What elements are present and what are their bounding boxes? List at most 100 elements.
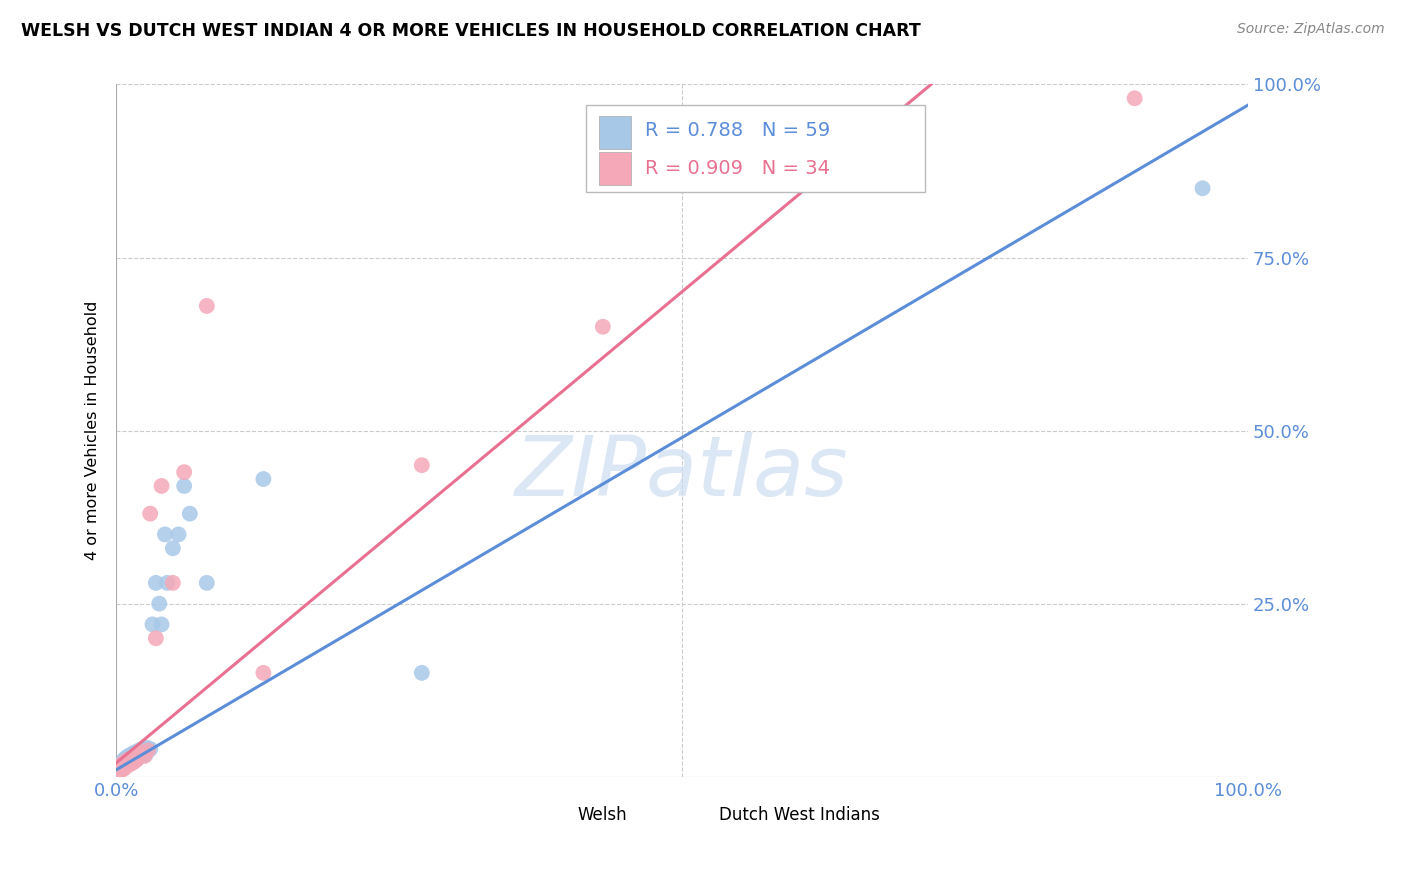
Point	[131, 742, 153, 756]
Point	[114, 759, 136, 773]
Point	[129, 746, 152, 760]
Point	[141, 617, 163, 632]
Point	[108, 764, 131, 779]
Point	[195, 575, 218, 590]
FancyBboxPatch shape	[534, 802, 569, 830]
FancyBboxPatch shape	[599, 116, 631, 149]
Point	[592, 319, 614, 334]
FancyBboxPatch shape	[676, 802, 710, 830]
Point	[129, 746, 152, 760]
Point	[135, 747, 157, 762]
Point	[118, 756, 141, 770]
Point	[115, 756, 138, 770]
Text: Source: ZipAtlas.com: Source: ZipAtlas.com	[1237, 22, 1385, 37]
Point	[125, 752, 148, 766]
Point	[122, 750, 145, 764]
Text: R = 0.909   N = 34: R = 0.909 N = 34	[645, 159, 830, 178]
Point	[118, 748, 141, 763]
Point	[117, 752, 139, 766]
Point	[122, 752, 145, 766]
Point	[118, 757, 141, 772]
Point	[153, 527, 176, 541]
Point	[118, 752, 141, 766]
FancyBboxPatch shape	[599, 152, 631, 185]
Point	[118, 750, 141, 764]
Point	[107, 763, 129, 777]
Point	[121, 756, 143, 770]
Point	[112, 752, 135, 766]
Text: Welsh: Welsh	[578, 805, 627, 824]
Point	[162, 541, 184, 556]
FancyBboxPatch shape	[586, 105, 925, 192]
Point	[117, 757, 139, 772]
Point	[411, 665, 433, 680]
Point	[124, 748, 146, 763]
Point	[120, 747, 142, 762]
Point	[112, 761, 135, 775]
Point	[128, 747, 150, 762]
Point	[150, 479, 173, 493]
Point	[128, 743, 150, 757]
Point	[124, 748, 146, 763]
Point	[115, 759, 138, 773]
Point	[411, 458, 433, 473]
Point	[121, 755, 143, 769]
Point	[107, 764, 129, 779]
Point	[125, 752, 148, 766]
Text: R = 0.788   N = 59: R = 0.788 N = 59	[645, 121, 830, 140]
Point	[112, 759, 135, 773]
Point	[150, 617, 173, 632]
Point	[112, 759, 135, 773]
Text: ZIPatlas: ZIPatlas	[515, 432, 849, 513]
Point	[136, 743, 159, 757]
Point	[124, 750, 146, 764]
Point	[107, 763, 129, 777]
Point	[252, 665, 274, 680]
Point	[114, 757, 136, 772]
Point	[134, 743, 156, 757]
Point	[162, 575, 184, 590]
Point	[136, 743, 159, 757]
Point	[125, 747, 148, 762]
Point	[129, 747, 152, 762]
Point	[179, 507, 201, 521]
Point	[114, 755, 136, 769]
Point	[148, 597, 170, 611]
Point	[139, 507, 162, 521]
Point	[111, 757, 134, 772]
Point	[134, 748, 156, 763]
Point	[112, 757, 135, 772]
Point	[127, 750, 149, 764]
Point	[156, 575, 179, 590]
Point	[108, 761, 131, 775]
Point	[120, 752, 142, 766]
Point	[111, 761, 134, 775]
Point	[122, 748, 145, 763]
Point	[124, 746, 146, 760]
Point	[145, 575, 167, 590]
Text: Dutch West Indians: Dutch West Indians	[720, 805, 880, 824]
Point	[120, 752, 142, 766]
Point	[112, 755, 135, 769]
Point	[135, 740, 157, 755]
Point	[128, 748, 150, 763]
Point	[107, 766, 129, 780]
Point	[117, 756, 139, 770]
Point	[252, 472, 274, 486]
Point	[1123, 91, 1146, 105]
Point	[785, 133, 807, 147]
Y-axis label: 4 or more Vehicles in Household: 4 or more Vehicles in Household	[86, 301, 100, 560]
Point	[173, 479, 195, 493]
Point	[111, 763, 134, 777]
Text: WELSH VS DUTCH WEST INDIAN 4 OR MORE VEHICLES IN HOUSEHOLD CORRELATION CHART: WELSH VS DUTCH WEST INDIAN 4 OR MORE VEH…	[21, 22, 921, 40]
Point	[110, 763, 132, 777]
Point	[114, 755, 136, 769]
Point	[115, 750, 138, 764]
Point	[118, 755, 141, 769]
Point	[108, 759, 131, 773]
Point	[139, 742, 162, 756]
Point	[145, 632, 167, 646]
Point	[195, 299, 218, 313]
Point	[110, 761, 132, 775]
Point	[124, 755, 146, 769]
